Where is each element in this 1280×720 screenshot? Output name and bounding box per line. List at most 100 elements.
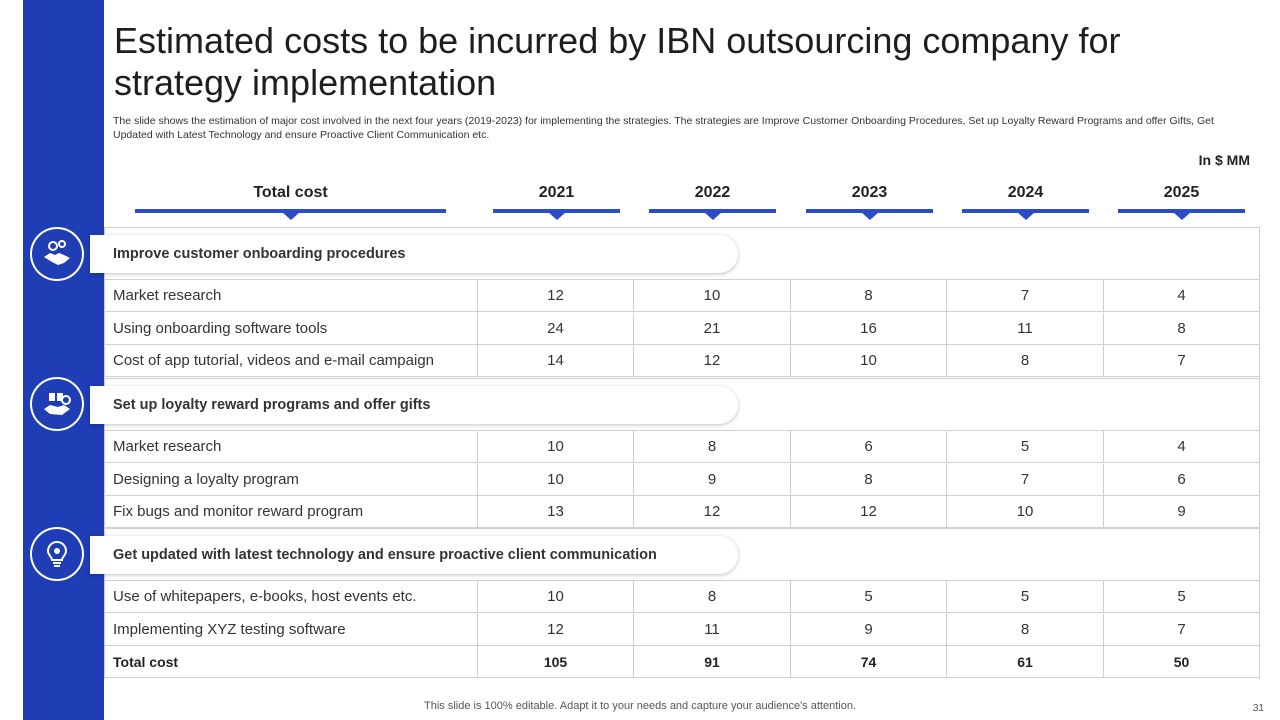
left-accent-bar: [23, 0, 104, 720]
row-value: 13: [478, 496, 634, 528]
row-value: 6: [1104, 463, 1260, 496]
table-row: Market research 10 8 6 5 4: [104, 431, 1260, 463]
row-value: 61: [947, 646, 1104, 678]
row-value: 5: [947, 431, 1104, 463]
row-value: 6: [791, 431, 947, 463]
column-header-label: Total cost: [253, 184, 328, 201]
row-value: 5: [791, 581, 947, 613]
row-value: 9: [634, 463, 791, 496]
table-row: Cost of app tutorial, videos and e-mail …: [104, 345, 1260, 377]
row-label: Market research: [104, 280, 478, 312]
table-row: Using onboarding software tools 24 21 16 11 8: [104, 312, 1260, 345]
row-label: Use of whitepapers, e-books, host events…: [104, 581, 478, 613]
row-value: 12: [791, 496, 947, 528]
units-label: In $ MM: [1198, 152, 1250, 168]
column-header-2025: 2025: [1118, 184, 1245, 220]
row-value: 8: [791, 280, 947, 312]
row-value: 12: [634, 345, 791, 377]
row-label: Using onboarding software tools: [104, 312, 478, 345]
row-value: 8: [791, 463, 947, 496]
column-header-2022: 2022: [649, 184, 776, 220]
row-value: 7: [947, 463, 1104, 496]
row-value: 8: [634, 581, 791, 613]
table-row: Fix bugs and monitor reward program 13 12 1…: [104, 496, 1260, 528]
column-header-label: 2021: [538, 184, 575, 201]
column-header-pointer: [281, 212, 300, 220]
row-value: 5: [1104, 581, 1260, 613]
section-header-onboarding: Improve customer onboarding procedures: [90, 227, 1260, 280]
column-header-bar: [806, 209, 933, 213]
column-header-pointer: [1172, 212, 1191, 220]
table-row: Designing a loyalty program 10 9 8 7 6: [104, 463, 1260, 496]
column-header-bar: [1118, 209, 1245, 213]
row-value: 4: [1104, 280, 1260, 312]
row-value: 4: [1104, 431, 1260, 463]
row-value: 10: [634, 280, 791, 312]
column-header-2024: 2024: [962, 184, 1089, 220]
section-pill: Set up loyalty reward programs and offer…: [90, 386, 738, 424]
lightbulb-gear-icon: [32, 529, 82, 579]
column-header-bar: [493, 209, 620, 213]
row-value: 5: [947, 581, 1104, 613]
section-pill: Improve customer onboarding procedures: [90, 235, 738, 273]
row-value: 8: [634, 431, 791, 463]
row-value: 12: [634, 496, 791, 528]
row-value: 21: [634, 312, 791, 345]
table-row: Use of whitepapers, e-books, host events…: [104, 581, 1260, 613]
section-heading: Improve customer onboarding procedures: [113, 246, 406, 262]
column-header-label: 2024: [1007, 184, 1044, 201]
row-label: Market research: [104, 431, 478, 463]
row-value: 7: [1104, 613, 1260, 646]
total-row: Total cost 105 91 74 61 50: [104, 646, 1260, 678]
gift-hand-icon: [32, 379, 82, 429]
row-value: 9: [1104, 496, 1260, 528]
row-value: 10: [478, 581, 634, 613]
row-value: 50: [1104, 646, 1260, 678]
row-value: 105: [478, 646, 634, 678]
row-value: 16: [791, 312, 947, 345]
row-value: 7: [1104, 345, 1260, 377]
row-value: 14: [478, 345, 634, 377]
row-value: 11: [634, 613, 791, 646]
row-value: 10: [478, 431, 634, 463]
row-value: 74: [791, 646, 947, 678]
section-pill: Get updated with latest technology and e…: [90, 536, 738, 574]
page-number: 31: [1252, 703, 1264, 714]
row-value: 8: [947, 613, 1104, 646]
column-header-total-cost: Total cost: [135, 184, 446, 220]
row-label: Implementing XYZ testing software: [104, 613, 478, 646]
column-header-bar: [649, 209, 776, 213]
row-label: Total cost: [104, 646, 478, 678]
section-heading: Set up loyalty reward programs and offer…: [113, 397, 431, 413]
row-value: 12: [478, 280, 634, 312]
row-value: 10: [478, 463, 634, 496]
row-value: 10: [947, 496, 1104, 528]
handshake-gears-icon: [32, 229, 82, 279]
column-header-label: 2023: [851, 184, 888, 201]
table-row: Market research 12 10 8 7 4: [104, 280, 1260, 312]
column-header-pointer: [1016, 212, 1035, 220]
row-value: 8: [1104, 312, 1260, 345]
column-header-pointer: [547, 212, 566, 220]
row-value: 11: [947, 312, 1104, 345]
column-header-bar: [962, 209, 1089, 213]
page-subtitle: The slide shows the estimation of major …: [113, 115, 1214, 141]
column-header-pointer: [860, 212, 879, 220]
row-value: 91: [634, 646, 791, 678]
column-header-2021: 2021: [493, 184, 620, 220]
row-value: 24: [478, 312, 634, 345]
row-value: 10: [791, 345, 947, 377]
row-label: Fix bugs and monitor reward program: [104, 496, 478, 528]
section-heading: Get updated with latest technology and e…: [113, 547, 657, 563]
table-row: Implementing XYZ testing software 12 11 9 8 7: [104, 613, 1260, 646]
page-title: Estimated costs to be incurred by IBN ou…: [114, 20, 1121, 103]
column-header-bar: [135, 209, 446, 213]
column-header-label: 2025: [1163, 184, 1200, 201]
row-label: Designing a loyalty program: [104, 463, 478, 496]
section-header-technology: Get updated with latest technology and e…: [90, 528, 1260, 581]
row-value: 8: [947, 345, 1104, 377]
section-header-loyalty: Set up loyalty reward programs and offer…: [90, 378, 1260, 431]
row-value: 9: [791, 613, 947, 646]
footer-note: This slide is 100% editable. Adapt it to…: [424, 700, 856, 712]
column-header-2023: 2023: [806, 184, 933, 220]
